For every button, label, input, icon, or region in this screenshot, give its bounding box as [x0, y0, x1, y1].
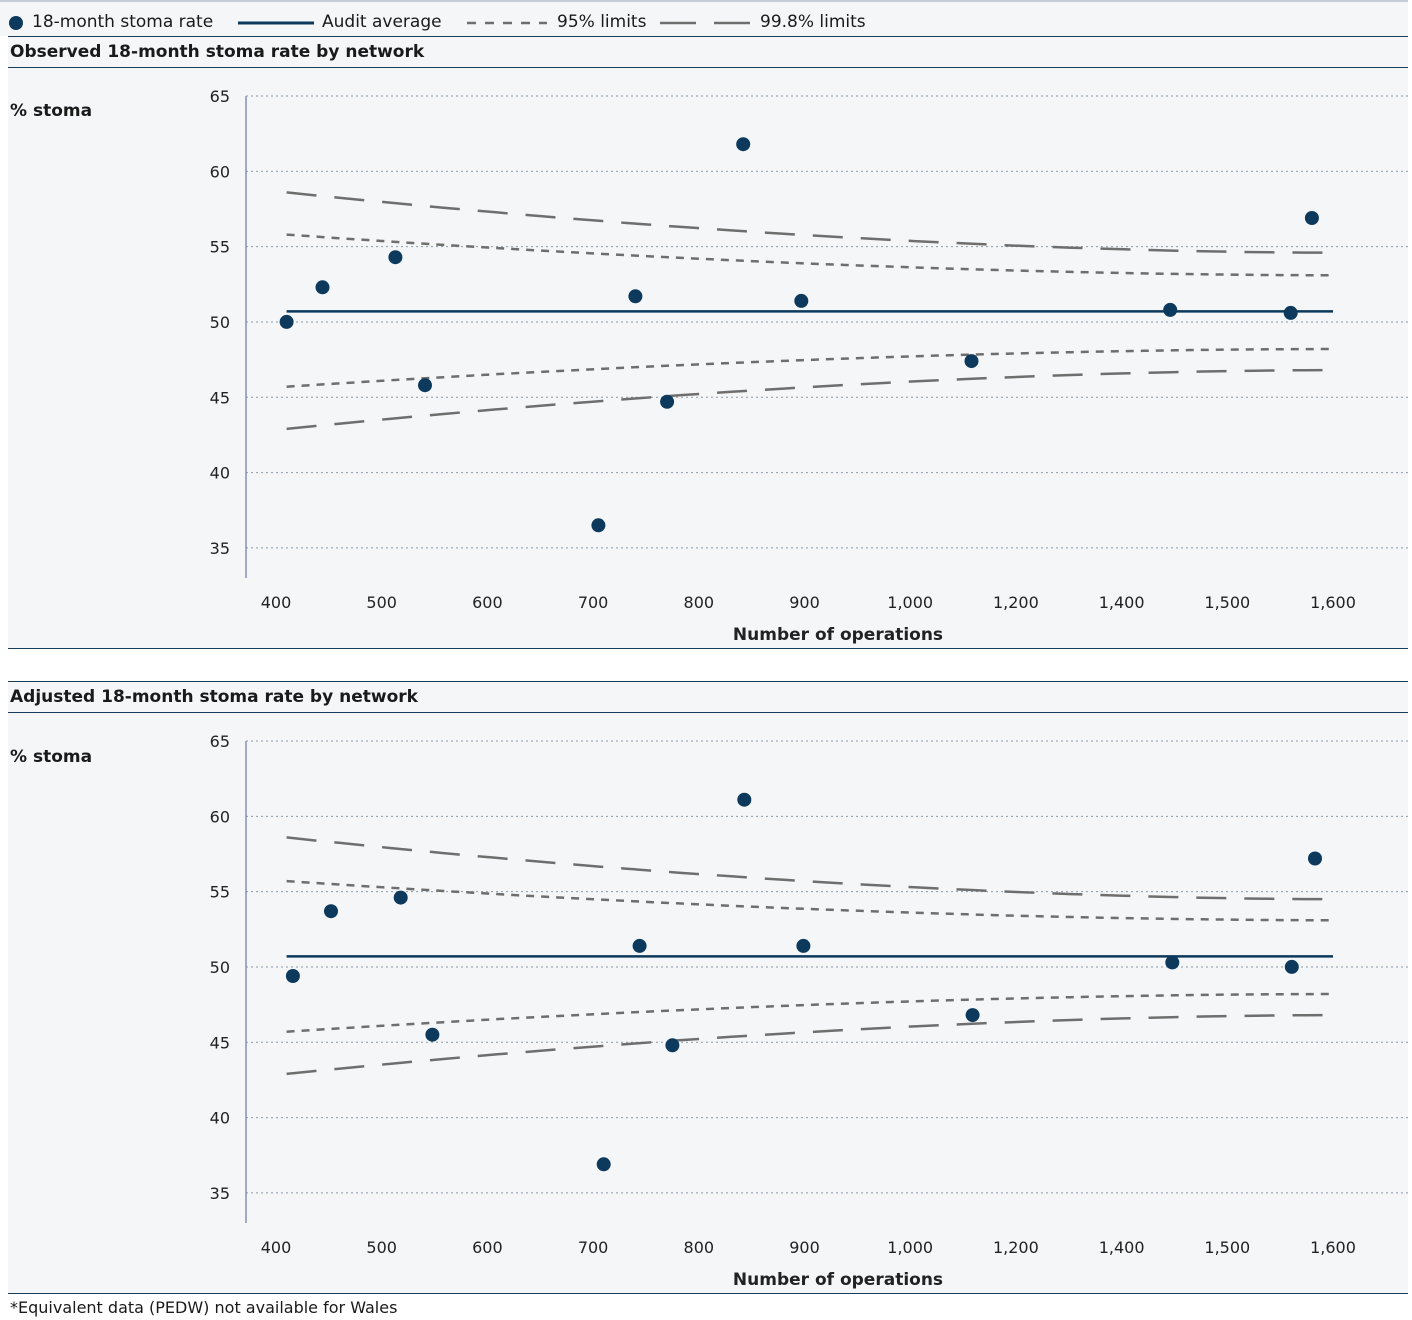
y-tick-label: 65 — [210, 732, 230, 751]
legend-label-95-limits: 95% limits — [557, 12, 647, 32]
legend-label-998-limits: 99.8% limits — [760, 12, 866, 32]
x-tick-label: 600 — [472, 1238, 503, 1257]
legend-solid-line-marker — [238, 21, 314, 25]
y-tick-label: 40 — [210, 1109, 230, 1128]
data-point — [596, 1157, 611, 1172]
x-tick-label: 800 — [684, 593, 715, 612]
x-axis-label: Number of operations — [733, 625, 943, 645]
x-tick-label: 1,600 — [1310, 593, 1356, 612]
x-tick-label: 500 — [366, 1238, 397, 1257]
lower-95-limit-line — [286, 347, 1334, 388]
x-tick-label: 500 — [366, 593, 397, 612]
data-point — [796, 938, 811, 953]
data-point — [315, 280, 330, 295]
x-tick-label: 1,400 — [1099, 1238, 1145, 1257]
data-point — [1308, 851, 1322, 866]
x-axis-label: Number of operations — [733, 1270, 943, 1290]
x-tick-label: 1,000 — [887, 1238, 933, 1257]
observed-chart-panel: Observed 18-month stoma rate by network … — [8, 36, 1408, 648]
x-tick-label: 1,500 — [1204, 1238, 1250, 1257]
x-tick-label: 800 — [684, 1238, 715, 1257]
data-point — [737, 792, 752, 807]
y-tick-label: 35 — [210, 539, 230, 558]
data-point — [964, 354, 979, 369]
observed-scatter-plot: 35 40 45 50 55 60 65 400 500 600 700 800 900 1,000 1,2… — [210, 87, 1408, 645]
chart-title: Adjusted 18-month stoma rate by network — [10, 687, 418, 707]
data-point — [1163, 302, 1178, 317]
y-tick-label: 45 — [210, 1033, 230, 1052]
panel-divider — [8, 1293, 1408, 1294]
data-point — [1284, 959, 1299, 974]
data-point — [660, 394, 675, 409]
data-point — [628, 289, 643, 304]
legend-label-stoma-rate: 18-month stoma rate — [32, 12, 214, 32]
y-tick-label: 60 — [210, 807, 230, 826]
y-tick-label: 50 — [210, 313, 230, 332]
y-tick-label: 45 — [210, 388, 230, 407]
data-point — [324, 904, 338, 919]
data-point — [279, 314, 294, 329]
panel-divider — [8, 648, 1408, 649]
data-point — [794, 293, 809, 308]
x-tick-label: 900 — [789, 1238, 820, 1257]
adjusted-chart-panel: Adjusted 18-month stoma rate by network … — [8, 681, 1408, 1293]
x-tick-label: 1,500 — [1204, 593, 1250, 612]
y-axis-label: % stoma — [10, 101, 93, 121]
upper-998-limit-line — [286, 191, 1333, 254]
legend-label-audit-average: Audit average — [322, 12, 442, 32]
y-tick-label: 65 — [210, 87, 230, 106]
footnote: *Equivalent data (PEDW) not available fo… — [10, 1298, 398, 1317]
x-tick-label: 400 — [261, 593, 292, 612]
data-point — [665, 1038, 680, 1053]
data-point — [425, 1027, 440, 1042]
upper-95-limit-line — [286, 233, 1333, 277]
legend-short-dash-marker — [467, 21, 547, 25]
upper-998-limit-line — [286, 836, 1334, 901]
x-tick-label: 1,200 — [993, 593, 1039, 612]
chart-title: Observed 18-month stoma rate by network — [10, 42, 425, 62]
data-point — [632, 938, 647, 953]
data-point — [591, 518, 606, 533]
data-point — [388, 250, 403, 265]
data-point — [736, 137, 751, 152]
panel-title-bar: Observed 18-month stoma rate by network — [8, 36, 1408, 68]
panel-title-bar: Adjusted 18-month stoma rate by network — [8, 681, 1408, 713]
data-point — [1165, 955, 1180, 970]
x-tick-label: 900 — [789, 593, 820, 612]
data-point — [1283, 305, 1298, 320]
legend-dot-marker — [9, 16, 23, 30]
data-point — [418, 378, 432, 393]
lower-998-limit-line — [286, 1013, 1334, 1076]
data-point — [1304, 211, 1319, 225]
lower-998-limit-line — [286, 368, 1334, 431]
data-point — [285, 969, 300, 983]
upper-95-limit-line — [286, 879, 1333, 922]
y-tick-label: 60 — [210, 162, 230, 181]
lower-95-limit-line — [286, 992, 1334, 1033]
y-tick-label: 55 — [210, 883, 230, 902]
data-point — [393, 890, 408, 905]
chart-legend: 18-month stoma rate Audit average 95% li… — [0, 0, 1408, 36]
x-tick-label: 400 — [261, 1238, 292, 1257]
x-tick-label: 1,200 — [993, 1238, 1039, 1257]
x-tick-label: 1,400 — [1099, 593, 1145, 612]
y-tick-label: 35 — [210, 1184, 230, 1203]
x-tick-label: 700 — [578, 593, 609, 612]
y-tick-label: 50 — [210, 958, 230, 977]
x-tick-label: 1,000 — [887, 593, 933, 612]
legend-long-dash-marker — [660, 21, 750, 25]
x-tick-label: 600 — [472, 593, 503, 612]
x-tick-label: 1,600 — [1310, 1238, 1356, 1257]
y-tick-label: 55 — [210, 238, 230, 257]
x-tick-label: 700 — [578, 1238, 609, 1257]
y-axis-label: % stoma — [10, 747, 93, 767]
data-point — [965, 1008, 980, 1023]
y-tick-label: 40 — [210, 464, 230, 483]
adjusted-scatter-plot: 35 40 45 50 55 60 65 400 500 600 700 800 900 1,000 1,2… — [210, 732, 1408, 1290]
